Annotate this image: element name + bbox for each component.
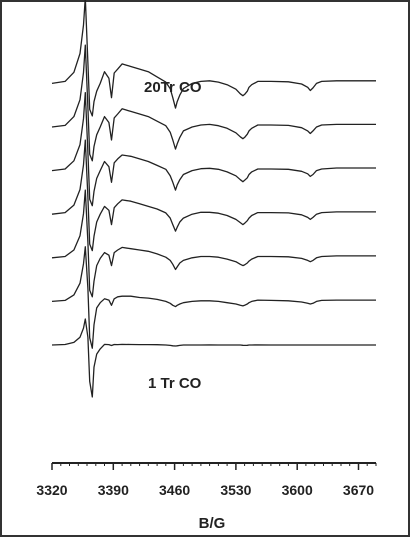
- x-tick-label: 3600: [282, 482, 313, 498]
- x-axis-ticks: [51, 463, 377, 470]
- x-tick-label: 3390: [98, 482, 129, 498]
- x-tick-label: 3670: [343, 482, 374, 498]
- annotation-bottom: 1 Tr CO: [148, 375, 202, 392]
- spectrum-line-1: [51, 318, 376, 398]
- x-tick-label: 3320: [36, 482, 67, 498]
- spectrum-line-3: [51, 189, 376, 298]
- x-axis-tick-labels: 3320 3390 3460 3530 3600 3670: [36, 482, 374, 498]
- spectrum-line-5: [51, 91, 376, 207]
- x-axis-label: B/G: [199, 515, 226, 532]
- x-tick-label: 3530: [220, 482, 251, 498]
- spectrum-line-7: [51, 0, 376, 117]
- annotation-top: 20Tr CO: [144, 79, 202, 96]
- spectrum-line-4: [51, 139, 376, 252]
- spectrum-line-2: [51, 246, 376, 349]
- spectra-group: [51, 0, 376, 398]
- x-tick-label: 3460: [159, 482, 190, 498]
- spectrum-line-6: [51, 44, 376, 162]
